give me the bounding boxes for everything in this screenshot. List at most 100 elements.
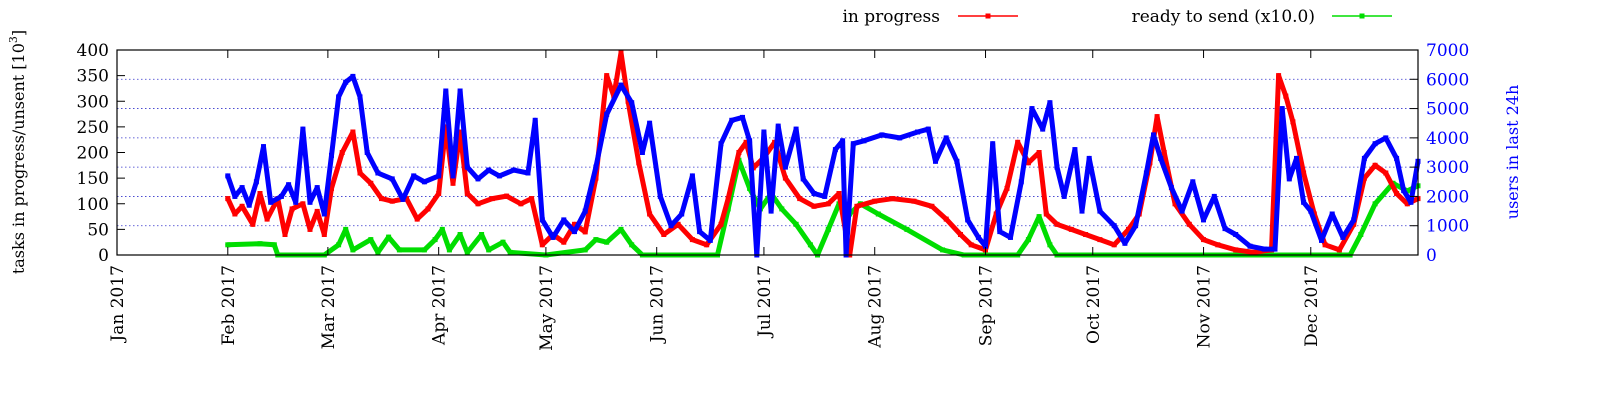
data-point	[1151, 132, 1156, 138]
data-point	[1158, 155, 1164, 161]
data-point	[604, 239, 610, 245]
data-point	[807, 242, 813, 248]
data-point	[386, 234, 392, 240]
legend-marker-ready-to-send	[1359, 13, 1365, 19]
data-point	[1122, 240, 1128, 246]
data-point	[725, 196, 731, 202]
data-point	[582, 247, 588, 253]
data-point	[507, 249, 513, 255]
data-point	[375, 249, 381, 255]
data-point	[457, 129, 463, 135]
y-tick-label: 50	[87, 220, 109, 240]
data-point	[289, 206, 295, 212]
data-point	[1179, 208, 1185, 214]
data-point	[525, 170, 531, 176]
y2-tick-label: 5000	[1426, 100, 1469, 120]
y-axis-right: 0 1000 2000 3000 4000 5000 6000 7000	[1410, 41, 1469, 266]
data-point	[811, 203, 817, 209]
y-tick-label: 400	[77, 41, 109, 61]
data-point	[1143, 170, 1149, 176]
data-point	[983, 243, 988, 249]
data-point	[1247, 243, 1253, 249]
data-point	[1372, 201, 1378, 207]
data-point	[1054, 164, 1060, 170]
data-point	[736, 150, 742, 155]
data-point	[239, 203, 245, 209]
data-point	[782, 175, 788, 181]
data-point	[1008, 234, 1013, 240]
data-point	[890, 196, 896, 202]
data-point	[958, 232, 963, 237]
series-ready-to-send-x10-0	[225, 157, 1421, 258]
y-axis-left: 0 50 100 150 200 250 300 350 400	[77, 41, 125, 266]
data-point	[572, 221, 577, 227]
data-point	[314, 208, 320, 214]
data-point	[1215, 242, 1221, 248]
data-point	[782, 164, 788, 170]
data-point	[697, 229, 703, 235]
data-point	[307, 199, 313, 205]
data-point	[1372, 141, 1378, 147]
data-point	[350, 247, 356, 253]
series-line-users-in-last-24h	[225, 73, 1421, 258]
data-point	[747, 138, 753, 144]
data-point	[940, 247, 946, 253]
data-point	[618, 50, 624, 56]
x-tick-label: Feb 2017	[219, 265, 239, 345]
data-point	[911, 198, 917, 204]
data-point	[336, 94, 342, 100]
data-point	[518, 201, 524, 207]
data-point	[668, 223, 674, 229]
data-point	[689, 237, 695, 243]
data-point	[414, 216, 420, 222]
data-point	[832, 147, 838, 153]
data-point	[1351, 217, 1357, 223]
data-point	[436, 173, 442, 179]
data-point	[286, 182, 292, 188]
data-point	[740, 114, 745, 120]
data-point	[747, 185, 753, 191]
x-axis: Jan 2017 Feb 2017 Mar 2017 Apr 2017 May 2017…	[108, 50, 1322, 351]
legend-item-in-progress: in progress	[842, 7, 1018, 27]
y2-tick-label: 7000	[1426, 41, 1469, 61]
data-point	[1301, 170, 1307, 176]
data-point	[425, 206, 431, 212]
data-point	[943, 135, 949, 141]
data-point	[1276, 73, 1282, 79]
data-point	[1061, 193, 1067, 199]
data-point	[1308, 208, 1314, 214]
data-point	[929, 203, 935, 209]
data-point	[933, 158, 938, 164]
y2-tick-label: 2000	[1426, 187, 1469, 207]
data-point	[375, 170, 381, 176]
data-point	[307, 226, 313, 232]
data-point	[1283, 93, 1289, 99]
data-point	[443, 124, 449, 130]
y-tick-label: 200	[77, 144, 109, 164]
data-point	[1233, 232, 1239, 237]
data-point	[872, 198, 878, 204]
data-point	[943, 216, 949, 222]
series-in-progress	[225, 50, 1421, 258]
y-tick-label: 300	[77, 92, 109, 112]
data-point	[300, 201, 306, 207]
data-point	[404, 196, 409, 202]
data-point	[618, 226, 624, 232]
data-point	[246, 202, 252, 208]
y-axis-title-left: tasks in progress/unsent [103]	[7, 30, 28, 274]
data-point	[1111, 242, 1117, 248]
data-point	[257, 241, 263, 247]
data-point	[396, 247, 402, 253]
data-point	[775, 123, 781, 129]
data-point	[797, 196, 803, 202]
data-point	[464, 249, 470, 255]
data-point	[421, 179, 427, 185]
data-point	[1404, 201, 1410, 207]
data-point	[400, 196, 406, 202]
data-point	[486, 247, 492, 253]
legend: in progress ready to send (x10.0)	[842, 7, 1392, 27]
data-point	[1036, 214, 1042, 220]
x-tick-label: Jan 2017	[108, 265, 128, 344]
y-tick-label: 0	[98, 246, 109, 266]
data-point	[496, 173, 502, 179]
